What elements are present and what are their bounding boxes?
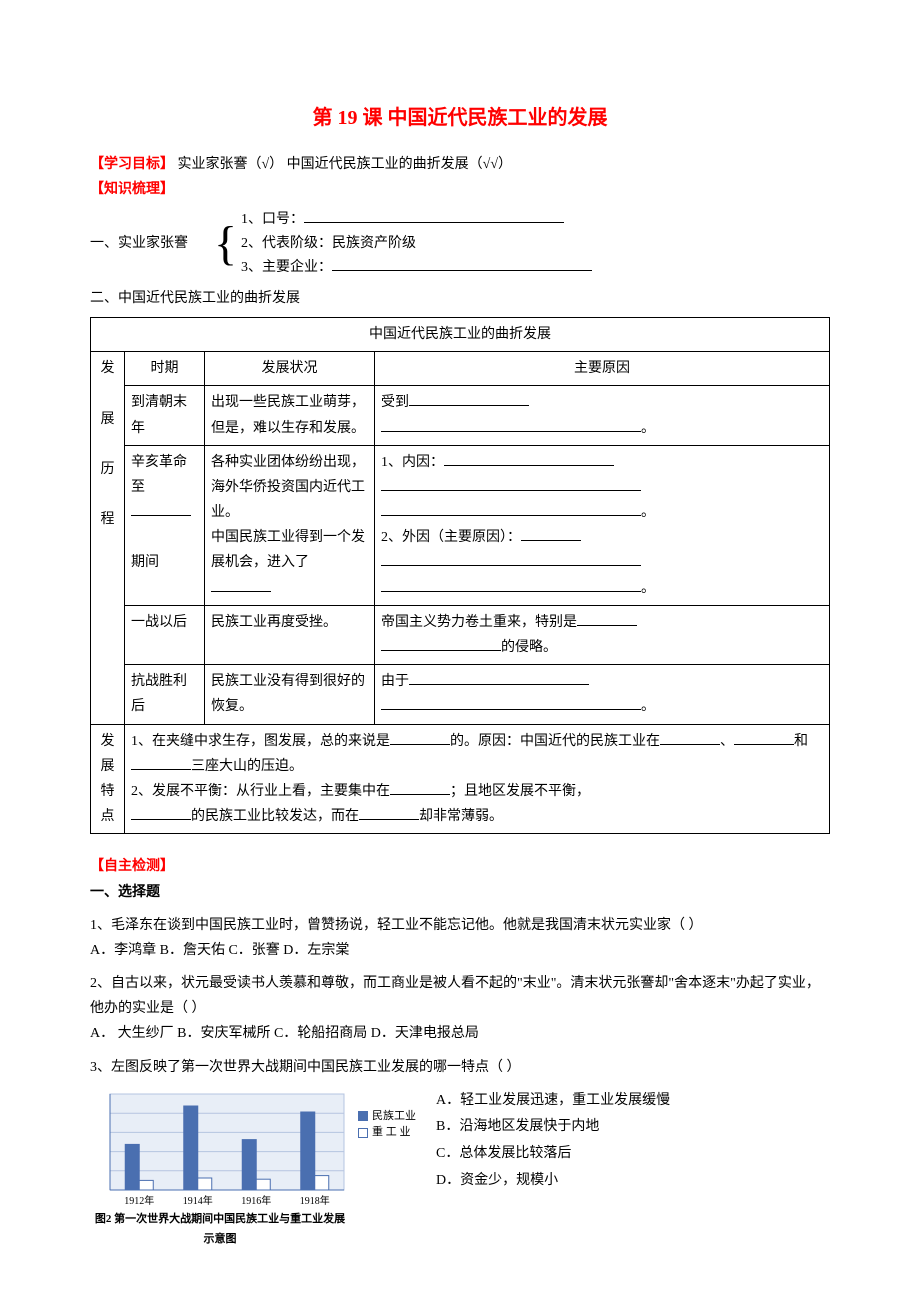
blank[interactable] (734, 731, 794, 745)
table-row: 抗战胜利后 民族工业没有得到很好的恢复。 由于。 (91, 665, 830, 724)
blank[interactable] (577, 612, 637, 626)
r3-period: 一战以后 (125, 605, 205, 664)
r3-status: 民族工业再度受挫。 (205, 605, 375, 664)
q3-optA[interactable]: A．轻工业发展迅速，重工业发展缓慢 (436, 1088, 670, 1115)
table-row: 发展特点 1、在夹缝中求生存，图发展，总的来说是的。原因：中国近代的民族工业在、… (91, 724, 830, 834)
question-2: 2、自古以来，状元最受读书人羡慕和尊敬，而工商业是被人看不起的"末业"。清末状元… (90, 971, 830, 1047)
blank[interactable] (131, 756, 191, 770)
section-1-prefix: 一、实业家张謇 (90, 231, 210, 256)
col-reason: 主要原因 (375, 352, 830, 386)
q1-options[interactable]: A．李鸿章 B．詹天佑 C．张謇 D．左宗棠 (90, 938, 830, 963)
chart-caption: 图2 第一次世界大战期间中国民族工业与重工业发展示意图 (90, 1210, 350, 1250)
blank[interactable] (381, 578, 641, 592)
goals-text: 实业家张謇（√） 中国近代民族工业的曲折发展（√√） (174, 157, 512, 172)
blank[interactable] (381, 637, 501, 651)
vlabel-features: 发展特点 (91, 724, 125, 834)
blank[interactable] (409, 671, 589, 685)
blank[interactable] (131, 502, 191, 516)
col-period: 时期 (125, 352, 205, 386)
r2-status: 各种实业团体纷纷出现，海外华侨投资国内近代工业。中国民族工业得到一个发展机会，进… (205, 445, 375, 605)
r1-reason: 受到。 (375, 386, 830, 445)
s1-item3: 3、主要企业： (241, 256, 592, 280)
learning-goals: 【学习目标】 实业家张謇（√） 中国近代民族工业的曲折发展（√√） (90, 152, 830, 177)
lesson-title: 第 19 课 中国近代民族工业的发展 (90, 100, 830, 136)
svg-text:1912年: 1912年 (124, 1194, 154, 1207)
vlabel-process: 发展历程 (91, 352, 125, 724)
r4-reason: 由于。 (375, 665, 830, 724)
table-row: 到清朝末年 出现一些民族工业萌芽，但是，难以生存和发展。 受到。 (91, 386, 830, 445)
r4-period: 抗战胜利后 (125, 665, 205, 724)
question-3: 3、左图反映了第一次世界大战期间中国民族工业发展的哪一特点（ ） 1912年19… (90, 1055, 830, 1250)
q3-optC[interactable]: C．总体发展比较落后 (436, 1141, 670, 1168)
blank[interactable] (381, 418, 641, 432)
q1-text: 1、毛泽东在谈到中国民族工业时，曾赞扬说，轻工业不能忘记他。他就是我国清末状元实… (90, 913, 830, 938)
r2-reason: 1、内因：。2、外因（主要原因）：。 (375, 445, 830, 605)
blank[interactable] (444, 452, 614, 466)
question-1: 1、毛泽东在谈到中国民族工业时，曾赞扬说，轻工业不能忘记他。他就是我国清末状元实… (90, 913, 830, 963)
blank[interactable] (390, 731, 450, 745)
chart-container: 1912年 1914年 1916年 1918年 图2 第一次世界大战期间中国民族工业与… (90, 1088, 350, 1250)
r1-period: 到清朝末年 (125, 386, 205, 445)
blank[interactable] (381, 696, 641, 710)
blank[interactable] (409, 392, 529, 406)
q3-options[interactable]: A．轻工业发展迅速，重工业发展缓慢 B．沿海地区发展快于内地 C．总体发展比较落… (436, 1088, 670, 1194)
r3-reason: 帝国主义势力卷土重来，特别是的侵略。 (375, 605, 830, 664)
table-row: 一战以后 民族工业再度受挫。 帝国主义势力卷土重来，特别是的侵略。 (91, 605, 830, 664)
brace-icon: { (214, 220, 237, 268)
svg-text:1914年: 1914年 (183, 1194, 213, 1207)
features-cell: 1、在夹缝中求生存，图发展，总的来说是的。原因：中国近代的民族工业在、和三座大山… (125, 724, 830, 834)
blank[interactable] (660, 731, 720, 745)
blank[interactable] (211, 578, 271, 592)
q3-optD[interactable]: D．资金少，规模小 (436, 1168, 670, 1195)
development-table: 中国近代民族工业的曲折发展 发展历程 时期 发展状况 主要原因 到清朝末年 出现… (90, 317, 830, 834)
bar-chart: 1912年 1914年 1916年 1918年 (90, 1088, 350, 1208)
legend-label-1: 民族工业 (372, 1108, 416, 1125)
legend-label-2: 重 工 业 (372, 1124, 411, 1141)
selftest-label: 【自主检测】 (90, 854, 830, 879)
svg-text:1916年: 1916年 (241, 1194, 271, 1207)
svg-text:1918年: 1918年 (300, 1194, 330, 1207)
goals-label: 【学习目标】 (90, 157, 174, 172)
q3-text: 3、左图反映了第一次世界大战期间中国民族工业发展的哪一特点（ ） (90, 1055, 830, 1080)
s1-item2: 2、代表阶级：民族资产阶级 (241, 232, 592, 256)
outline-label: 【知识梳理】 (90, 177, 830, 202)
q2-options[interactable]: A． 大生纱厂 B．安庆军械所 C．轮船招商局 D．天津电报总局 (90, 1021, 830, 1046)
table-row: 辛亥革命至期间 各种实业团体纷纷出现，海外华侨投资国内近代工业。中国民族工业得到… (91, 445, 830, 605)
blank[interactable] (381, 477, 641, 491)
blank[interactable] (521, 527, 581, 541)
r4-status: 民族工业没有得到很好的恢复。 (205, 665, 375, 724)
blank[interactable] (381, 502, 641, 516)
r2-period: 辛亥革命至期间 (125, 445, 205, 605)
table-header: 中国近代民族工业的曲折发展 (91, 317, 830, 351)
q2-text: 2、自古以来，状元最受读书人羡慕和尊敬，而工商业是被人看不起的"末业"。清末状元… (90, 971, 830, 1021)
col-status: 发展状况 (205, 352, 375, 386)
section-2-title: 二、中国近代民族工业的曲折发展 (90, 286, 830, 311)
blank-slogan[interactable] (304, 209, 564, 223)
blank[interactable] (131, 806, 191, 820)
blank-enterprise[interactable] (332, 257, 592, 271)
q3-optB[interactable]: B．沿海地区发展快于内地 (436, 1114, 670, 1141)
blank[interactable] (381, 552, 641, 566)
s1-item1: 1、口号： (241, 208, 592, 232)
section-1: 一、实业家张謇 { 1、口号： 2、代表阶级：民族资产阶级 3、主要企业： (90, 208, 830, 279)
legend-swatch-1 (358, 1111, 368, 1121)
blank[interactable] (390, 781, 450, 795)
r1-status: 出现一些民族工业萌芽，但是，难以生存和发展。 (205, 386, 375, 445)
chart-legend: 民族工业 重 工 业 (358, 1108, 416, 1141)
mc-label: 一、选择题 (90, 880, 830, 905)
blank[interactable] (359, 806, 419, 820)
legend-swatch-2 (358, 1128, 368, 1138)
